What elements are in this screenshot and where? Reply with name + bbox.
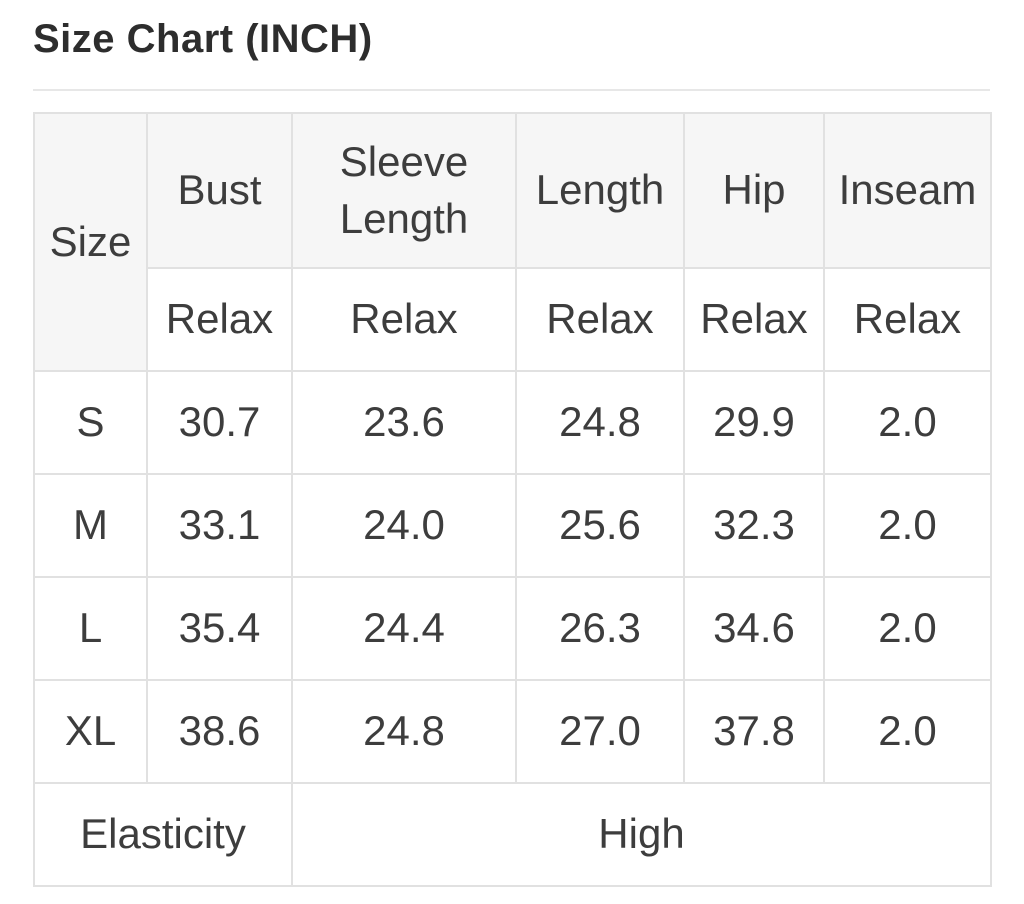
inseam-value: 2.0 <box>823 679 992 784</box>
hip-value: 34.6 <box>683 576 825 681</box>
size-chart-table: Size Bust Sleeve Length Length Hip Insea… <box>33 112 992 887</box>
inseam-value: 2.0 <box>823 370 992 475</box>
col-header-size: Size <box>33 112 148 372</box>
bust-value: 33.1 <box>146 473 293 578</box>
table-row-xl: XL 38.6 24.8 27.0 37.8 2.0 <box>33 679 992 784</box>
hip-value: 32.3 <box>683 473 825 578</box>
fit-cell-hip: Relax <box>683 267 825 372</box>
divider <box>33 89 990 91</box>
hip-value: 37.8 <box>683 679 825 784</box>
length-value: 24.8 <box>515 370 685 475</box>
bust-value: 38.6 <box>146 679 293 784</box>
elasticity-row: Elasticity High <box>33 782 992 887</box>
table-row-l: L 35.4 24.4 26.3 34.6 2.0 <box>33 576 992 681</box>
page-title: Size Chart (INCH) <box>33 17 373 61</box>
size-label: M <box>33 473 148 578</box>
size-label: XL <box>33 679 148 784</box>
length-value: 25.6 <box>515 473 685 578</box>
inseam-value: 2.0 <box>823 473 992 578</box>
size-label: S <box>33 370 148 475</box>
col-header-length: Length <box>515 112 685 269</box>
col-header-bust: Bust <box>146 112 293 269</box>
col-header-inseam: Inseam <box>823 112 992 269</box>
fit-row: Relax Relax Relax Relax Relax <box>34 267 992 372</box>
table-row-s: S 30.7 23.6 24.8 29.9 2.0 <box>33 370 992 475</box>
size-label: L <box>33 576 148 681</box>
table-row-m: M 33.1 24.0 25.6 32.3 2.0 <box>33 473 992 578</box>
fit-cell-inseam: Relax <box>823 267 992 372</box>
fit-cell-sleeve-length: Relax <box>291 267 517 372</box>
table-header-row: Size Bust Sleeve Length Length Hip Insea… <box>33 112 992 372</box>
sleeve-value: 24.0 <box>291 473 517 578</box>
length-value: 26.3 <box>515 576 685 681</box>
hip-value: 29.9 <box>683 370 825 475</box>
inseam-value: 2.0 <box>823 576 992 681</box>
fit-cell-length: Relax <box>515 267 685 372</box>
bust-value: 35.4 <box>146 576 293 681</box>
fit-cell-bust: Relax <box>146 267 293 372</box>
sleeve-value: 24.8 <box>291 679 517 784</box>
bust-value: 30.7 <box>146 370 293 475</box>
sleeve-value: 23.6 <box>291 370 517 475</box>
length-value: 27.0 <box>515 679 685 784</box>
col-header-hip: Hip <box>683 112 825 269</box>
elasticity-label: Elasticity <box>33 782 293 887</box>
sleeve-value: 24.4 <box>291 576 517 681</box>
col-header-sleeve-length: Sleeve Length <box>291 112 517 269</box>
elasticity-value: High <box>291 782 992 887</box>
